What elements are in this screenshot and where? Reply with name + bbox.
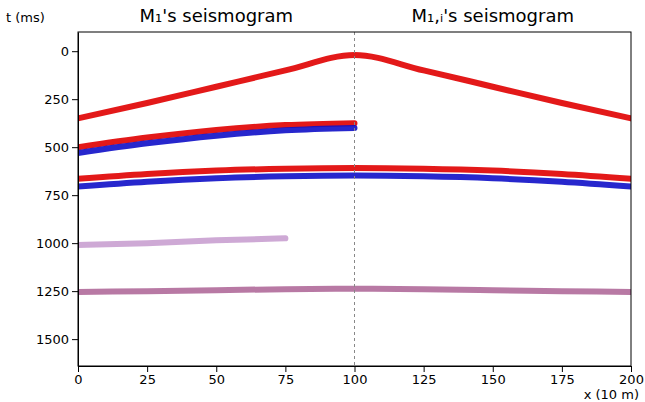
y-tick: 250 — [44, 92, 78, 107]
y-tick-label: 1000 — [36, 236, 69, 251]
y-axis-title: t (ms) — [6, 10, 45, 25]
y-tick-mark — [72, 243, 78, 244]
x-tick-mark — [355, 366, 356, 372]
y-tick-label: 250 — [44, 92, 69, 107]
y-tick-label: 1500 — [36, 332, 69, 347]
divider — [354, 32, 355, 366]
y-tick-mark — [72, 195, 78, 196]
x-tick-label: 0 — [74, 372, 82, 387]
x-tick: 25 — [139, 366, 156, 387]
x-tick-label: 50 — [208, 372, 225, 387]
y-tick: 0 — [61, 44, 78, 59]
panel-title: M₁'s seismogram — [139, 5, 293, 26]
y-tick-label: 750 — [44, 188, 69, 203]
y-axis: 0 250 500 750 1000 1250 1500 — [36, 33, 79, 367]
x-axis-title: x (10 m) — [584, 387, 639, 402]
y-tick-label: 0 — [61, 44, 69, 59]
x-tick-mark — [631, 366, 632, 372]
x-tick: 200 — [619, 366, 644, 387]
plot: 0 25 50 75 100 125 150 175 200 0 250 500 750 1000 1250… — [36, 32, 644, 387]
x-tick-label: 150 — [481, 372, 506, 387]
y-tick-mark — [72, 99, 78, 100]
y-tick-label: 500 — [44, 140, 69, 155]
x-tick-mark — [78, 366, 79, 372]
x-tick-mark — [147, 366, 148, 372]
panel-title: M₁,ᵢ's seismogram — [411, 5, 574, 26]
x-tick-label: 100 — [343, 372, 368, 387]
x-axis: 0 25 50 75 100 125 150 175 200 — [74, 366, 644, 387]
x-tick-label: 75 — [278, 372, 295, 387]
x-tick: 150 — [481, 366, 506, 387]
y-tick: 1500 — [36, 332, 78, 347]
x-tick-mark — [285, 366, 286, 372]
x-tick: 125 — [412, 366, 437, 387]
x-tick-mark — [424, 366, 425, 372]
x-tick: 50 — [208, 366, 225, 387]
x-tick: 175 — [550, 366, 575, 387]
x-tick-label: 125 — [412, 372, 437, 387]
x-tick-label: 25 — [139, 372, 156, 387]
x-tick: 75 — [278, 366, 295, 387]
x-tick-label: 175 — [550, 372, 575, 387]
y-tick-mark — [72, 291, 78, 292]
y-tick: 1000 — [36, 236, 78, 251]
y-axis-line — [78, 33, 79, 367]
y-tick: 500 — [44, 140, 78, 155]
y-tick: 1250 — [36, 284, 78, 299]
x-tick-label: 200 — [619, 372, 644, 387]
y-tick-mark — [72, 51, 78, 52]
chart: 0 25 50 75 100 125 150 175 200 0 250 500 750 1000 1250… — [0, 0, 645, 402]
y-tick-label: 1250 — [36, 284, 69, 299]
event-curve — [78, 238, 285, 245]
event-curve — [78, 128, 355, 153]
x-tick: 0 — [74, 366, 82, 387]
y-tick-mark — [72, 147, 78, 148]
y-tick: 750 — [44, 188, 78, 203]
frame — [78, 32, 631, 366]
x-tick: 100 — [343, 366, 368, 387]
x-tick-mark — [493, 366, 494, 372]
y-tick-mark — [72, 339, 78, 340]
x-tick-mark — [562, 366, 563, 372]
x-tick-mark — [216, 366, 217, 372]
